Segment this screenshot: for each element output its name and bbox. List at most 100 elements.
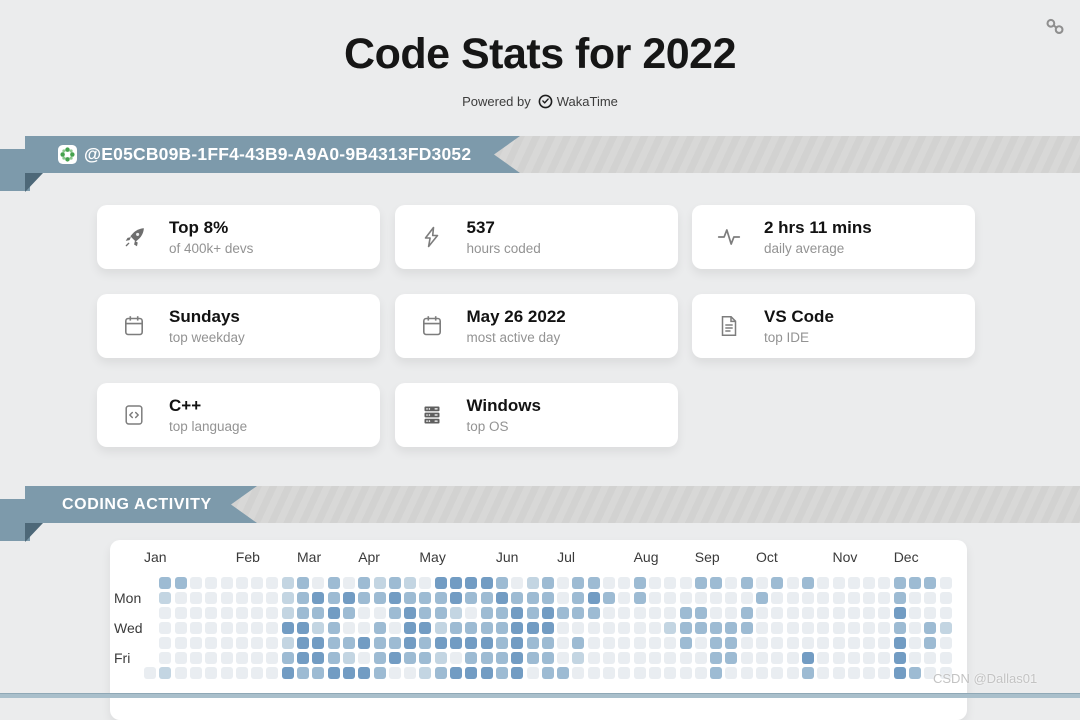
heatmap-cell[interactable]	[847, 667, 860, 679]
heatmap-cell[interactable]	[664, 652, 677, 664]
heatmap-cell[interactable]	[465, 637, 478, 649]
heatmap-cell[interactable]	[312, 592, 325, 604]
heatmap-cell[interactable]	[511, 622, 524, 634]
heatmap-cell[interactable]	[220, 622, 233, 634]
heatmap-cell[interactable]	[266, 622, 279, 634]
heatmap-cell[interactable]	[373, 637, 386, 649]
heatmap-cell[interactable]	[893, 622, 906, 634]
heatmap-cell[interactable]	[312, 652, 325, 664]
heatmap-cell[interactable]	[771, 592, 784, 604]
heatmap-cell[interactable]	[572, 622, 585, 634]
heatmap-cell[interactable]	[725, 622, 738, 634]
heatmap-cell[interactable]	[526, 652, 539, 664]
heatmap-cell[interactable]	[756, 592, 768, 604]
heatmap-cell[interactable]	[511, 637, 524, 649]
heatmap-cell[interactable]	[480, 577, 493, 589]
heatmap-cell[interactable]	[863, 592, 876, 604]
heatmap-cell[interactable]	[312, 577, 325, 589]
heatmap-cell[interactable]	[572, 637, 585, 649]
heatmap-cell[interactable]	[495, 652, 508, 664]
heatmap-cell[interactable]	[603, 637, 615, 649]
heatmap-cell[interactable]	[541, 667, 554, 679]
heatmap-cell[interactable]	[557, 577, 570, 589]
heatmap-cell[interactable]	[924, 652, 937, 664]
heatmap-cell[interactable]	[618, 667, 631, 679]
heatmap-cell[interactable]	[633, 652, 646, 664]
heatmap-cell[interactable]	[679, 652, 692, 664]
heatmap-cell[interactable]	[251, 637, 264, 649]
heatmap-cell[interactable]	[648, 652, 661, 664]
heatmap-cell[interactable]	[725, 577, 738, 589]
heatmap-cell[interactable]	[786, 592, 799, 604]
heatmap-cell[interactable]	[251, 622, 264, 634]
heatmap-cell[interactable]	[618, 607, 631, 619]
heatmap-cell[interactable]	[235, 607, 248, 619]
heatmap-cell[interactable]	[740, 652, 753, 664]
heatmap-cell[interactable]	[388, 637, 401, 649]
heatmap-cell[interactable]	[404, 577, 417, 589]
heatmap-cell[interactable]	[358, 607, 371, 619]
heatmap-cell[interactable]	[832, 592, 845, 604]
heatmap-cell[interactable]	[450, 667, 462, 679]
heatmap-cell[interactable]	[419, 652, 432, 664]
heatmap-cell[interactable]	[817, 622, 830, 634]
heatmap-cell[interactable]	[756, 652, 768, 664]
heatmap-cell[interactable]	[251, 667, 264, 679]
heatmap-cell[interactable]	[266, 652, 279, 664]
heatmap-cell[interactable]	[480, 592, 493, 604]
heatmap-cell[interactable]	[189, 622, 202, 634]
heatmap-cell[interactable]	[648, 637, 661, 649]
heatmap-cell[interactable]	[266, 592, 279, 604]
heatmap-cell[interactable]	[327, 652, 340, 664]
heatmap-cell[interactable]	[465, 667, 478, 679]
heatmap-cell[interactable]	[404, 652, 417, 664]
heatmap-cell[interactable]	[572, 652, 585, 664]
heatmap-cell[interactable]	[572, 607, 585, 619]
heatmap-cell[interactable]	[189, 607, 202, 619]
heatmap-cell[interactable]	[664, 577, 677, 589]
heatmap-cell[interactable]	[817, 592, 830, 604]
heatmap-cell[interactable]	[924, 607, 937, 619]
heatmap-cell[interactable]	[189, 667, 202, 679]
heatmap-cell[interactable]	[220, 667, 233, 679]
heatmap-cell[interactable]	[465, 607, 478, 619]
heatmap-cell[interactable]	[480, 667, 493, 679]
heatmap-cell[interactable]	[297, 667, 309, 679]
heatmap-cell[interactable]	[618, 577, 631, 589]
heatmap-cell[interactable]	[771, 652, 784, 664]
heatmap-cell[interactable]	[878, 622, 891, 634]
heatmap-cell[interactable]	[404, 607, 417, 619]
heatmap-cell[interactable]	[541, 637, 554, 649]
heatmap-cell[interactable]	[220, 577, 233, 589]
heatmap-cell[interactable]	[664, 667, 677, 679]
heatmap-cell[interactable]	[404, 637, 417, 649]
heatmap-cell[interactable]	[633, 592, 646, 604]
heatmap-cell[interactable]	[174, 607, 187, 619]
heatmap-cell[interactable]	[434, 592, 447, 604]
heatmap-cell[interactable]	[756, 577, 768, 589]
heatmap-cell[interactable]	[694, 652, 707, 664]
heatmap-cell[interactable]	[756, 637, 768, 649]
heatmap-cell[interactable]	[235, 622, 248, 634]
heatmap-cell[interactable]	[924, 592, 937, 604]
heatmap-cell[interactable]	[404, 667, 417, 679]
heatmap-cell[interactable]	[847, 592, 860, 604]
heatmap-cell[interactable]	[205, 667, 218, 679]
heatmap-cell[interactable]	[327, 622, 340, 634]
heatmap-cell[interactable]	[434, 622, 447, 634]
heatmap-cell[interactable]	[281, 667, 294, 679]
heatmap-cell[interactable]	[480, 622, 493, 634]
heatmap-cell[interactable]	[373, 652, 386, 664]
heatmap-cell[interactable]	[587, 607, 600, 619]
heatmap-cell[interactable]	[281, 577, 294, 589]
heatmap-cell[interactable]	[893, 577, 906, 589]
heatmap-cell[interactable]	[327, 577, 340, 589]
heatmap-cell[interactable]	[847, 637, 860, 649]
heatmap-cell[interactable]	[327, 667, 340, 679]
heatmap-cell[interactable]	[863, 577, 876, 589]
heatmap-cell[interactable]	[725, 652, 738, 664]
heatmap-cell[interactable]	[832, 637, 845, 649]
heatmap-cell[interactable]	[511, 607, 524, 619]
heatmap-cell[interactable]	[863, 622, 876, 634]
heatmap-cell[interactable]	[587, 652, 600, 664]
